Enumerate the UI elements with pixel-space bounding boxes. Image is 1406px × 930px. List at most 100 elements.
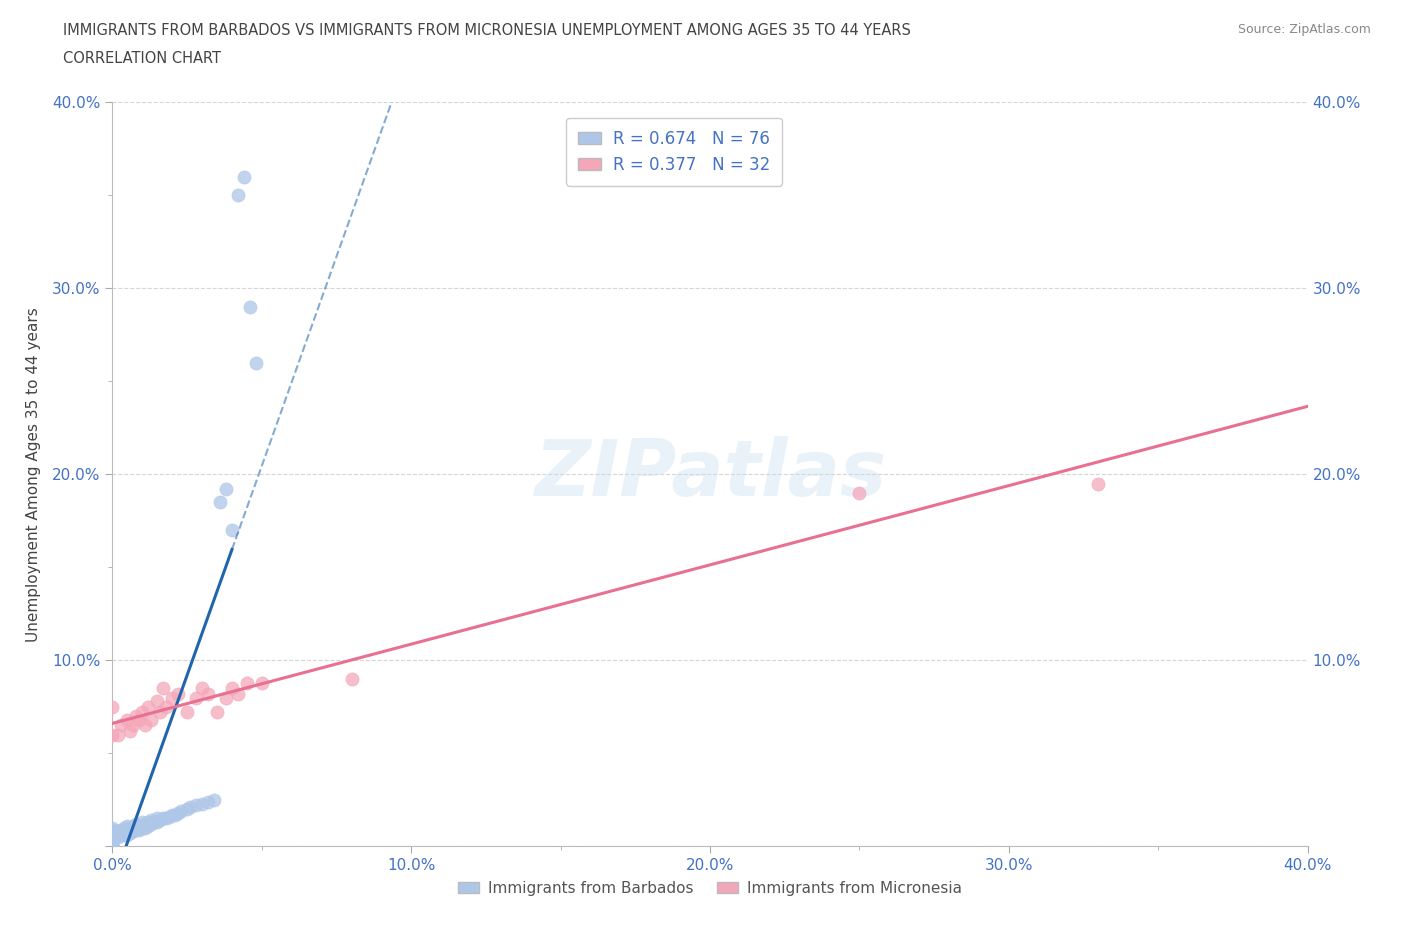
Point [143, 815, 166, 830]
Point [110, 826, 132, 841]
Point [107, 727, 129, 742]
Point [125, 817, 148, 831]
Point [149, 813, 172, 828]
Point [120, 724, 142, 738]
Point [221, 681, 243, 696]
Point [101, 826, 124, 841]
Point [340, 671, 363, 686]
Point [215, 482, 238, 497]
Point [141, 817, 163, 831]
Point [197, 794, 219, 809]
Point [239, 299, 262, 314]
Point [131, 818, 153, 833]
Point [170, 804, 193, 818]
Point [122, 822, 145, 837]
Legend: Immigrants from Barbados, Immigrants from Micronesia: Immigrants from Barbados, Immigrants fro… [451, 875, 969, 902]
Point [101, 822, 124, 837]
Point [110, 822, 132, 837]
Point [186, 690, 208, 705]
Point [101, 839, 124, 854]
Text: IMMIGRANTS FROM BARBADOS VS IMMIGRANTS FROM MICRONESIA UNEMPLOYMENT AMONG AGES 3: IMMIGRANTS FROM BARBADOS VS IMMIGRANTS F… [63, 23, 911, 38]
Point [134, 718, 156, 733]
Point [117, 712, 139, 727]
Point [114, 828, 135, 843]
Point [162, 690, 183, 705]
Point [205, 705, 228, 720]
Point [146, 811, 169, 826]
Text: Source: ZipAtlas.com: Source: ZipAtlas.com [1237, 23, 1371, 36]
Point [191, 796, 214, 811]
Point [114, 820, 135, 835]
Point [134, 820, 156, 835]
Point [167, 805, 190, 820]
Point [134, 817, 156, 831]
Point [122, 824, 145, 839]
Point [120, 824, 142, 839]
Point [155, 811, 177, 826]
Point [101, 839, 124, 854]
Point [179, 800, 201, 815]
Point [114, 824, 135, 839]
Point [117, 822, 139, 837]
Point [101, 830, 124, 844]
Point [101, 828, 124, 843]
Point [101, 824, 124, 839]
Point [131, 820, 153, 835]
Point [149, 705, 172, 720]
Point [152, 681, 174, 696]
Point [236, 675, 259, 690]
Point [122, 718, 145, 733]
Point [202, 792, 225, 807]
Point [125, 709, 148, 724]
Point [107, 830, 129, 844]
Point [141, 813, 163, 828]
Point [226, 686, 249, 701]
Point [176, 802, 198, 817]
Point [146, 694, 169, 709]
Point [122, 818, 145, 833]
Point [152, 811, 174, 826]
Point [120, 820, 142, 835]
Point [226, 188, 249, 203]
Point [1087, 476, 1109, 491]
Point [167, 686, 190, 701]
Point [162, 807, 183, 822]
Point [101, 839, 124, 854]
Point [191, 681, 214, 696]
Point [107, 824, 129, 839]
Point [101, 830, 124, 844]
Point [131, 705, 153, 720]
Point [101, 831, 124, 846]
Point [110, 828, 132, 843]
Text: ZIPatlas: ZIPatlas [534, 436, 886, 512]
Y-axis label: Unemployment Among Ages 35 to 44 years: Unemployment Among Ages 35 to 44 years [27, 307, 41, 642]
Point [221, 523, 243, 538]
Point [128, 818, 150, 833]
Point [110, 718, 132, 733]
Point [165, 807, 187, 822]
Point [209, 495, 232, 510]
Point [101, 839, 124, 854]
Point [848, 485, 870, 500]
Point [128, 822, 150, 837]
Point [131, 815, 153, 830]
Point [186, 798, 208, 813]
Point [128, 712, 150, 727]
Point [101, 839, 124, 854]
Point [138, 815, 160, 830]
Point [146, 815, 169, 830]
Point [215, 690, 238, 705]
Point [117, 824, 139, 839]
Point [101, 820, 124, 835]
Point [138, 699, 160, 714]
Point [101, 839, 124, 854]
Point [250, 675, 273, 690]
Point [138, 818, 160, 833]
Point [176, 705, 198, 720]
Point [117, 828, 139, 843]
Point [101, 835, 124, 850]
Point [157, 809, 180, 824]
Point [101, 727, 124, 742]
Point [101, 839, 124, 854]
Point [245, 355, 267, 370]
